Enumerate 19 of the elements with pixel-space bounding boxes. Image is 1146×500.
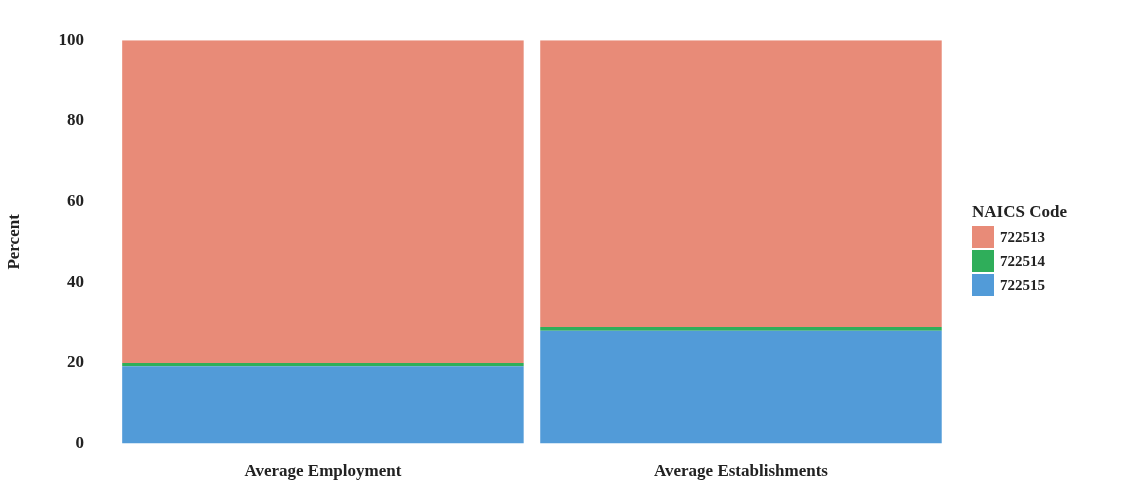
y-tick-label: 40 xyxy=(66,271,84,291)
bar xyxy=(122,366,524,444)
legend-label: 722514 xyxy=(1000,252,1045,270)
y-tick-label: 80 xyxy=(66,110,84,130)
y-tick-label: 100 xyxy=(58,29,84,49)
y-axis-title: Percent xyxy=(3,213,23,270)
bar xyxy=(540,327,942,331)
legend-label: 722515 xyxy=(1000,276,1045,294)
x-tick-label: Average Establishments xyxy=(654,461,829,481)
bar xyxy=(540,40,942,328)
legend-label: 722513 xyxy=(1000,228,1045,246)
bar xyxy=(122,40,524,363)
y-tick-label: 0 xyxy=(75,432,84,452)
bar xyxy=(540,330,942,444)
y-tick-label: 20 xyxy=(66,352,84,372)
legend-title: NAICS Code xyxy=(972,202,1067,222)
x-tick-label: Average Employment xyxy=(244,461,402,481)
y-tick-label: 60 xyxy=(66,190,84,210)
bar xyxy=(122,362,524,367)
